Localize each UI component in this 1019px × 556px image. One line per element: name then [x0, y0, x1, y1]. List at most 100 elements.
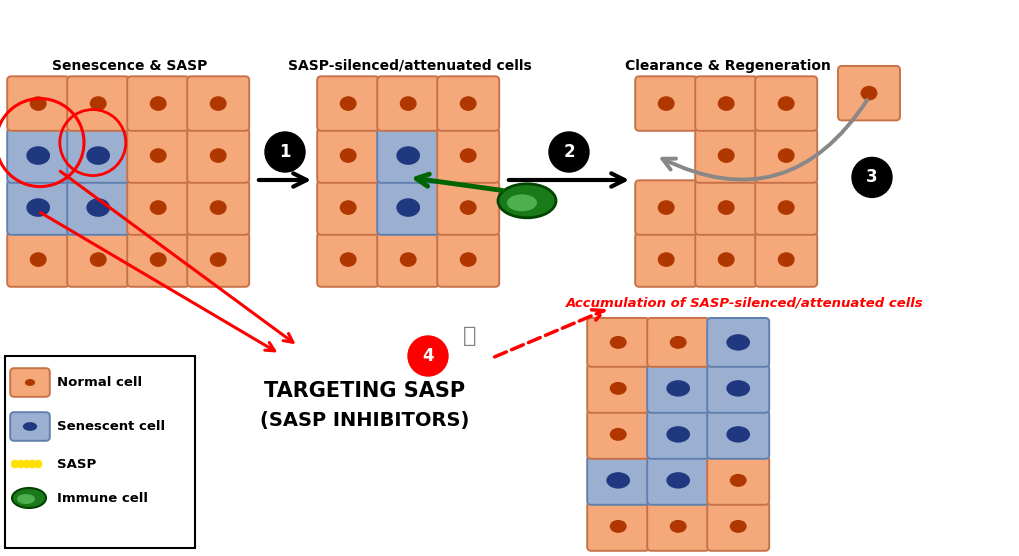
Text: 4: 4 [422, 347, 433, 365]
Text: SASP-silenced/attenuated cells: SASP-silenced/attenuated cells [287, 59, 531, 73]
Ellipse shape [90, 252, 107, 267]
Ellipse shape [87, 198, 110, 217]
Text: 2: 2 [562, 143, 575, 161]
FancyBboxPatch shape [587, 318, 648, 367]
Ellipse shape [729, 474, 746, 487]
FancyBboxPatch shape [437, 180, 498, 235]
FancyBboxPatch shape [7, 180, 69, 235]
Ellipse shape [776, 148, 794, 163]
Text: Senescence & SASP: Senescence & SASP [52, 59, 208, 73]
Ellipse shape [150, 148, 166, 163]
FancyBboxPatch shape [706, 456, 768, 505]
Circle shape [35, 460, 42, 468]
Ellipse shape [609, 520, 626, 533]
FancyBboxPatch shape [67, 76, 129, 131]
FancyBboxPatch shape [127, 128, 189, 183]
FancyBboxPatch shape [695, 180, 756, 235]
FancyBboxPatch shape [317, 180, 379, 235]
Ellipse shape [30, 96, 47, 111]
FancyBboxPatch shape [647, 502, 708, 551]
Ellipse shape [210, 148, 226, 163]
Ellipse shape [776, 252, 794, 267]
Ellipse shape [22, 422, 37, 431]
Ellipse shape [150, 200, 166, 215]
FancyBboxPatch shape [647, 410, 708, 459]
FancyBboxPatch shape [67, 232, 129, 287]
FancyBboxPatch shape [127, 180, 189, 235]
Circle shape [22, 460, 31, 468]
FancyBboxPatch shape [187, 232, 249, 287]
FancyBboxPatch shape [754, 180, 816, 235]
FancyBboxPatch shape [587, 456, 648, 505]
Ellipse shape [665, 380, 690, 396]
Ellipse shape [717, 96, 734, 111]
Ellipse shape [339, 148, 357, 163]
FancyBboxPatch shape [317, 76, 379, 131]
FancyBboxPatch shape [5, 356, 195, 548]
FancyBboxPatch shape [317, 128, 379, 183]
FancyBboxPatch shape [7, 76, 69, 131]
FancyBboxPatch shape [7, 128, 69, 183]
FancyBboxPatch shape [754, 76, 816, 131]
FancyBboxPatch shape [706, 502, 768, 551]
FancyBboxPatch shape [127, 232, 189, 287]
Ellipse shape [609, 428, 626, 441]
Ellipse shape [26, 198, 50, 217]
Ellipse shape [609, 336, 626, 349]
Ellipse shape [669, 336, 686, 349]
FancyBboxPatch shape [587, 364, 648, 413]
FancyBboxPatch shape [377, 180, 439, 235]
Ellipse shape [150, 252, 166, 267]
FancyBboxPatch shape [647, 456, 708, 505]
Text: TARGETING SASP: TARGETING SASP [264, 381, 465, 401]
Text: Accumulation of SASP-silenced/attenuated cells: Accumulation of SASP-silenced/attenuated… [566, 297, 923, 310]
Ellipse shape [665, 426, 690, 443]
FancyBboxPatch shape [377, 76, 439, 131]
Ellipse shape [90, 96, 107, 111]
FancyBboxPatch shape [706, 318, 768, 367]
Ellipse shape [396, 146, 420, 165]
Ellipse shape [396, 198, 420, 217]
Ellipse shape [339, 252, 357, 267]
FancyBboxPatch shape [437, 232, 498, 287]
Ellipse shape [339, 96, 357, 111]
Circle shape [11, 460, 18, 468]
Ellipse shape [460, 96, 476, 111]
FancyBboxPatch shape [317, 232, 379, 287]
FancyBboxPatch shape [706, 410, 768, 459]
Ellipse shape [17, 494, 35, 504]
Ellipse shape [339, 200, 357, 215]
FancyBboxPatch shape [754, 128, 816, 183]
Text: ⌛: ⌛ [463, 326, 476, 346]
Circle shape [408, 336, 447, 376]
Ellipse shape [497, 184, 555, 218]
Ellipse shape [729, 520, 746, 533]
Ellipse shape [726, 334, 749, 351]
FancyBboxPatch shape [695, 232, 756, 287]
Ellipse shape [399, 96, 416, 111]
FancyBboxPatch shape [695, 128, 756, 183]
Circle shape [548, 132, 588, 172]
Text: SASP: SASP [57, 458, 96, 470]
FancyBboxPatch shape [10, 368, 50, 397]
Ellipse shape [860, 86, 876, 101]
Ellipse shape [210, 96, 226, 111]
FancyBboxPatch shape [838, 66, 899, 121]
Text: Clearance & Regeneration: Clearance & Regeneration [625, 59, 830, 73]
FancyBboxPatch shape [635, 76, 697, 131]
Circle shape [265, 132, 305, 172]
FancyBboxPatch shape [635, 180, 697, 235]
FancyBboxPatch shape [187, 128, 249, 183]
Ellipse shape [24, 379, 35, 386]
Ellipse shape [460, 200, 476, 215]
FancyBboxPatch shape [377, 128, 439, 183]
FancyBboxPatch shape [587, 410, 648, 459]
FancyBboxPatch shape [377, 232, 439, 287]
Circle shape [17, 460, 24, 468]
FancyBboxPatch shape [187, 180, 249, 235]
Ellipse shape [506, 194, 536, 211]
FancyBboxPatch shape [437, 76, 498, 131]
Ellipse shape [87, 146, 110, 165]
Ellipse shape [460, 148, 476, 163]
Ellipse shape [605, 472, 630, 489]
